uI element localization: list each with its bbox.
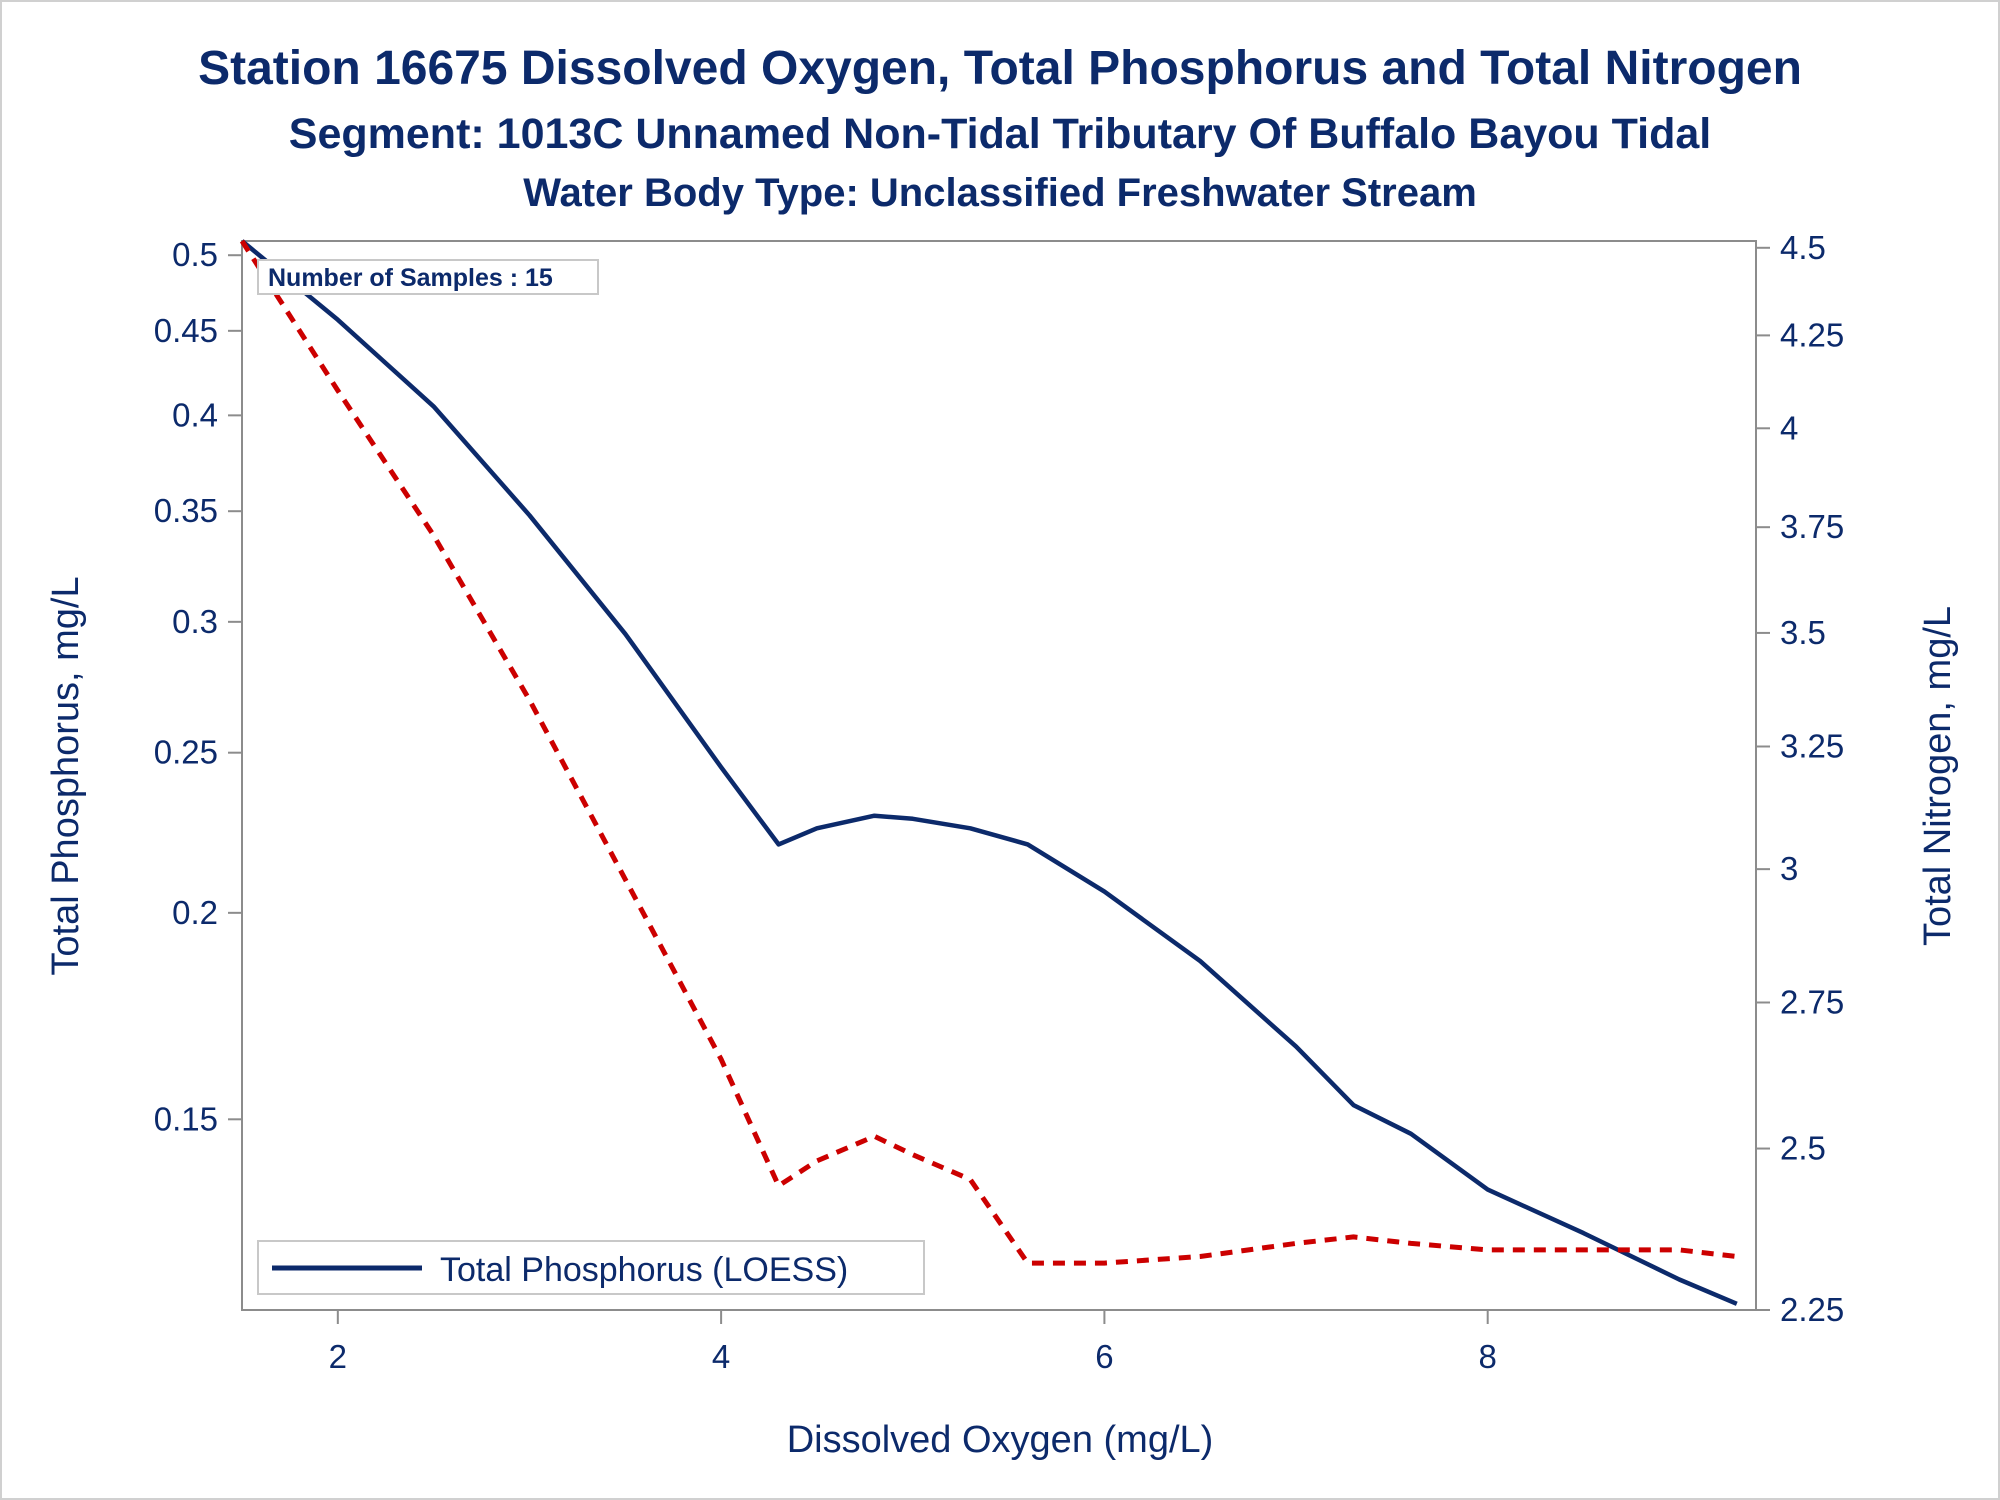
chart-subtitle-waterbody: Water Body Type: Unclassified Freshwater… xyxy=(523,171,1477,215)
right-axis-ticks: 2.25 2.5 2.75 3 3.25 3.5 3.75 4 4.25 4.5 xyxy=(1756,229,1844,1328)
legend-label-phosphorus: Total Phosphorus (LOESS) xyxy=(440,1251,848,1289)
x-axis-ticks: 2 4 6 8 xyxy=(329,1310,1497,1375)
left-axis-ticks: 0.15 0.2 0.25 0.3 0.35 0.4 0.45 0.5 xyxy=(154,236,242,1137)
sample-count-label: Number of Samples : 15 xyxy=(268,264,553,292)
left-axis-tick-label: 0.3 xyxy=(172,603,218,640)
y-axis-left-label: Total Phosphorus, mg/L xyxy=(45,576,87,975)
left-axis-tick-label: 0.15 xyxy=(154,1100,218,1137)
x-axis-tick-label: 8 xyxy=(1479,1338,1497,1375)
right-axis-tick-label: 4 xyxy=(1780,409,1798,446)
phosphorus-series-line xyxy=(240,239,1738,1306)
x-axis-tick-label: 4 xyxy=(712,1338,730,1375)
chart-subtitle-segment: Segment: 1013C Unnamed Non-Tidal Tributa… xyxy=(289,110,1711,158)
plot-area xyxy=(241,240,1757,1311)
right-axis-tick-label: 3 xyxy=(1780,850,1798,887)
sample-count-box xyxy=(257,259,599,295)
right-axis-tick-label: 3.25 xyxy=(1780,727,1844,764)
x-axis-tick-label: 6 xyxy=(1095,1338,1113,1375)
right-axis-tick-label: 2.5 xyxy=(1780,1130,1826,1167)
chart-title: Station 16675 Dissolved Oxygen, Total Ph… xyxy=(198,42,1802,95)
series-group xyxy=(239,239,1738,1306)
nitrogen-series-line xyxy=(239,239,1738,1266)
right-axis-tick-label: 4.5 xyxy=(1780,229,1826,266)
x-axis-tick-label: 2 xyxy=(329,1338,347,1375)
right-axis-tick-label: 2.25 xyxy=(1780,1291,1844,1328)
left-axis-tick-label: 0.35 xyxy=(154,492,218,529)
right-axis-tick-label: 3.5 xyxy=(1780,614,1826,651)
left-axis-tick-label: 0.4 xyxy=(172,396,218,433)
right-axis-tick-label: 3.75 xyxy=(1780,508,1844,545)
y-axis-right-label: Total Nitrogen, mg/L xyxy=(1917,606,1959,946)
x-axis-label: Dissolved Oxygen (mg/L) xyxy=(787,1419,1214,1461)
left-axis-tick-label: 0.5 xyxy=(172,236,218,273)
right-axis-tick-label: 2.75 xyxy=(1780,983,1844,1020)
right-axis-tick-label: 4.25 xyxy=(1780,316,1844,353)
left-axis-tick-label: 0.2 xyxy=(172,894,218,931)
left-axis-tick-label: 0.45 xyxy=(154,312,218,349)
left-axis-tick-label: 0.25 xyxy=(154,734,218,771)
